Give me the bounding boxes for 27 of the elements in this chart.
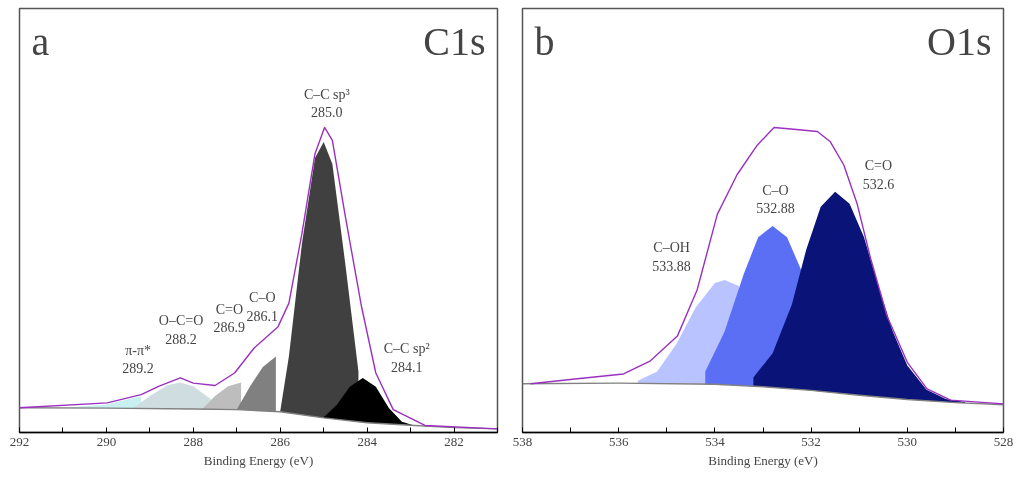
annotation: C–O 532.88 [756, 182, 795, 217]
annotation: π-π* 289.2 [122, 342, 154, 377]
x-tick-label: 536 [608, 433, 629, 449]
x-tick-label: 284 [357, 433, 378, 449]
chart-title: C1s [423, 18, 486, 64]
annotation: C–O 286.1 [246, 290, 279, 324]
x-tick-label: 532 [801, 433, 821, 449]
x-tick-label: 282 [444, 433, 464, 449]
annotation: C–C sp² 284.1 [383, 341, 430, 375]
annotation: C–OH 533.88 [652, 240, 691, 274]
x-tick-label: 538 [512, 433, 533, 449]
annotation: C=O 532.6 [862, 158, 895, 192]
x-axis-title: Binding Energy (eV) [708, 452, 818, 468]
x-tick-label: 290 [96, 433, 117, 449]
text: a [31, 18, 50, 64]
x-tick-label: 286 [270, 433, 291, 449]
x-tick-label: 530 [897, 433, 918, 449]
annotation: O–C=O 288.2 [158, 313, 204, 347]
text: C–C sp³ 285.0 [303, 86, 350, 121]
annotation: C=O 286.9 [213, 301, 246, 336]
x-tick-label: 534 [705, 433, 726, 449]
x-tick-label: 528 [993, 433, 1014, 449]
x-tick-label: 288 [183, 433, 204, 449]
chart-title: O1s [927, 18, 992, 64]
x-axis-title: Binding Energy (eV) [203, 452, 314, 468]
text: b [534, 18, 555, 64]
x-tick-label: 292 [9, 433, 30, 449]
